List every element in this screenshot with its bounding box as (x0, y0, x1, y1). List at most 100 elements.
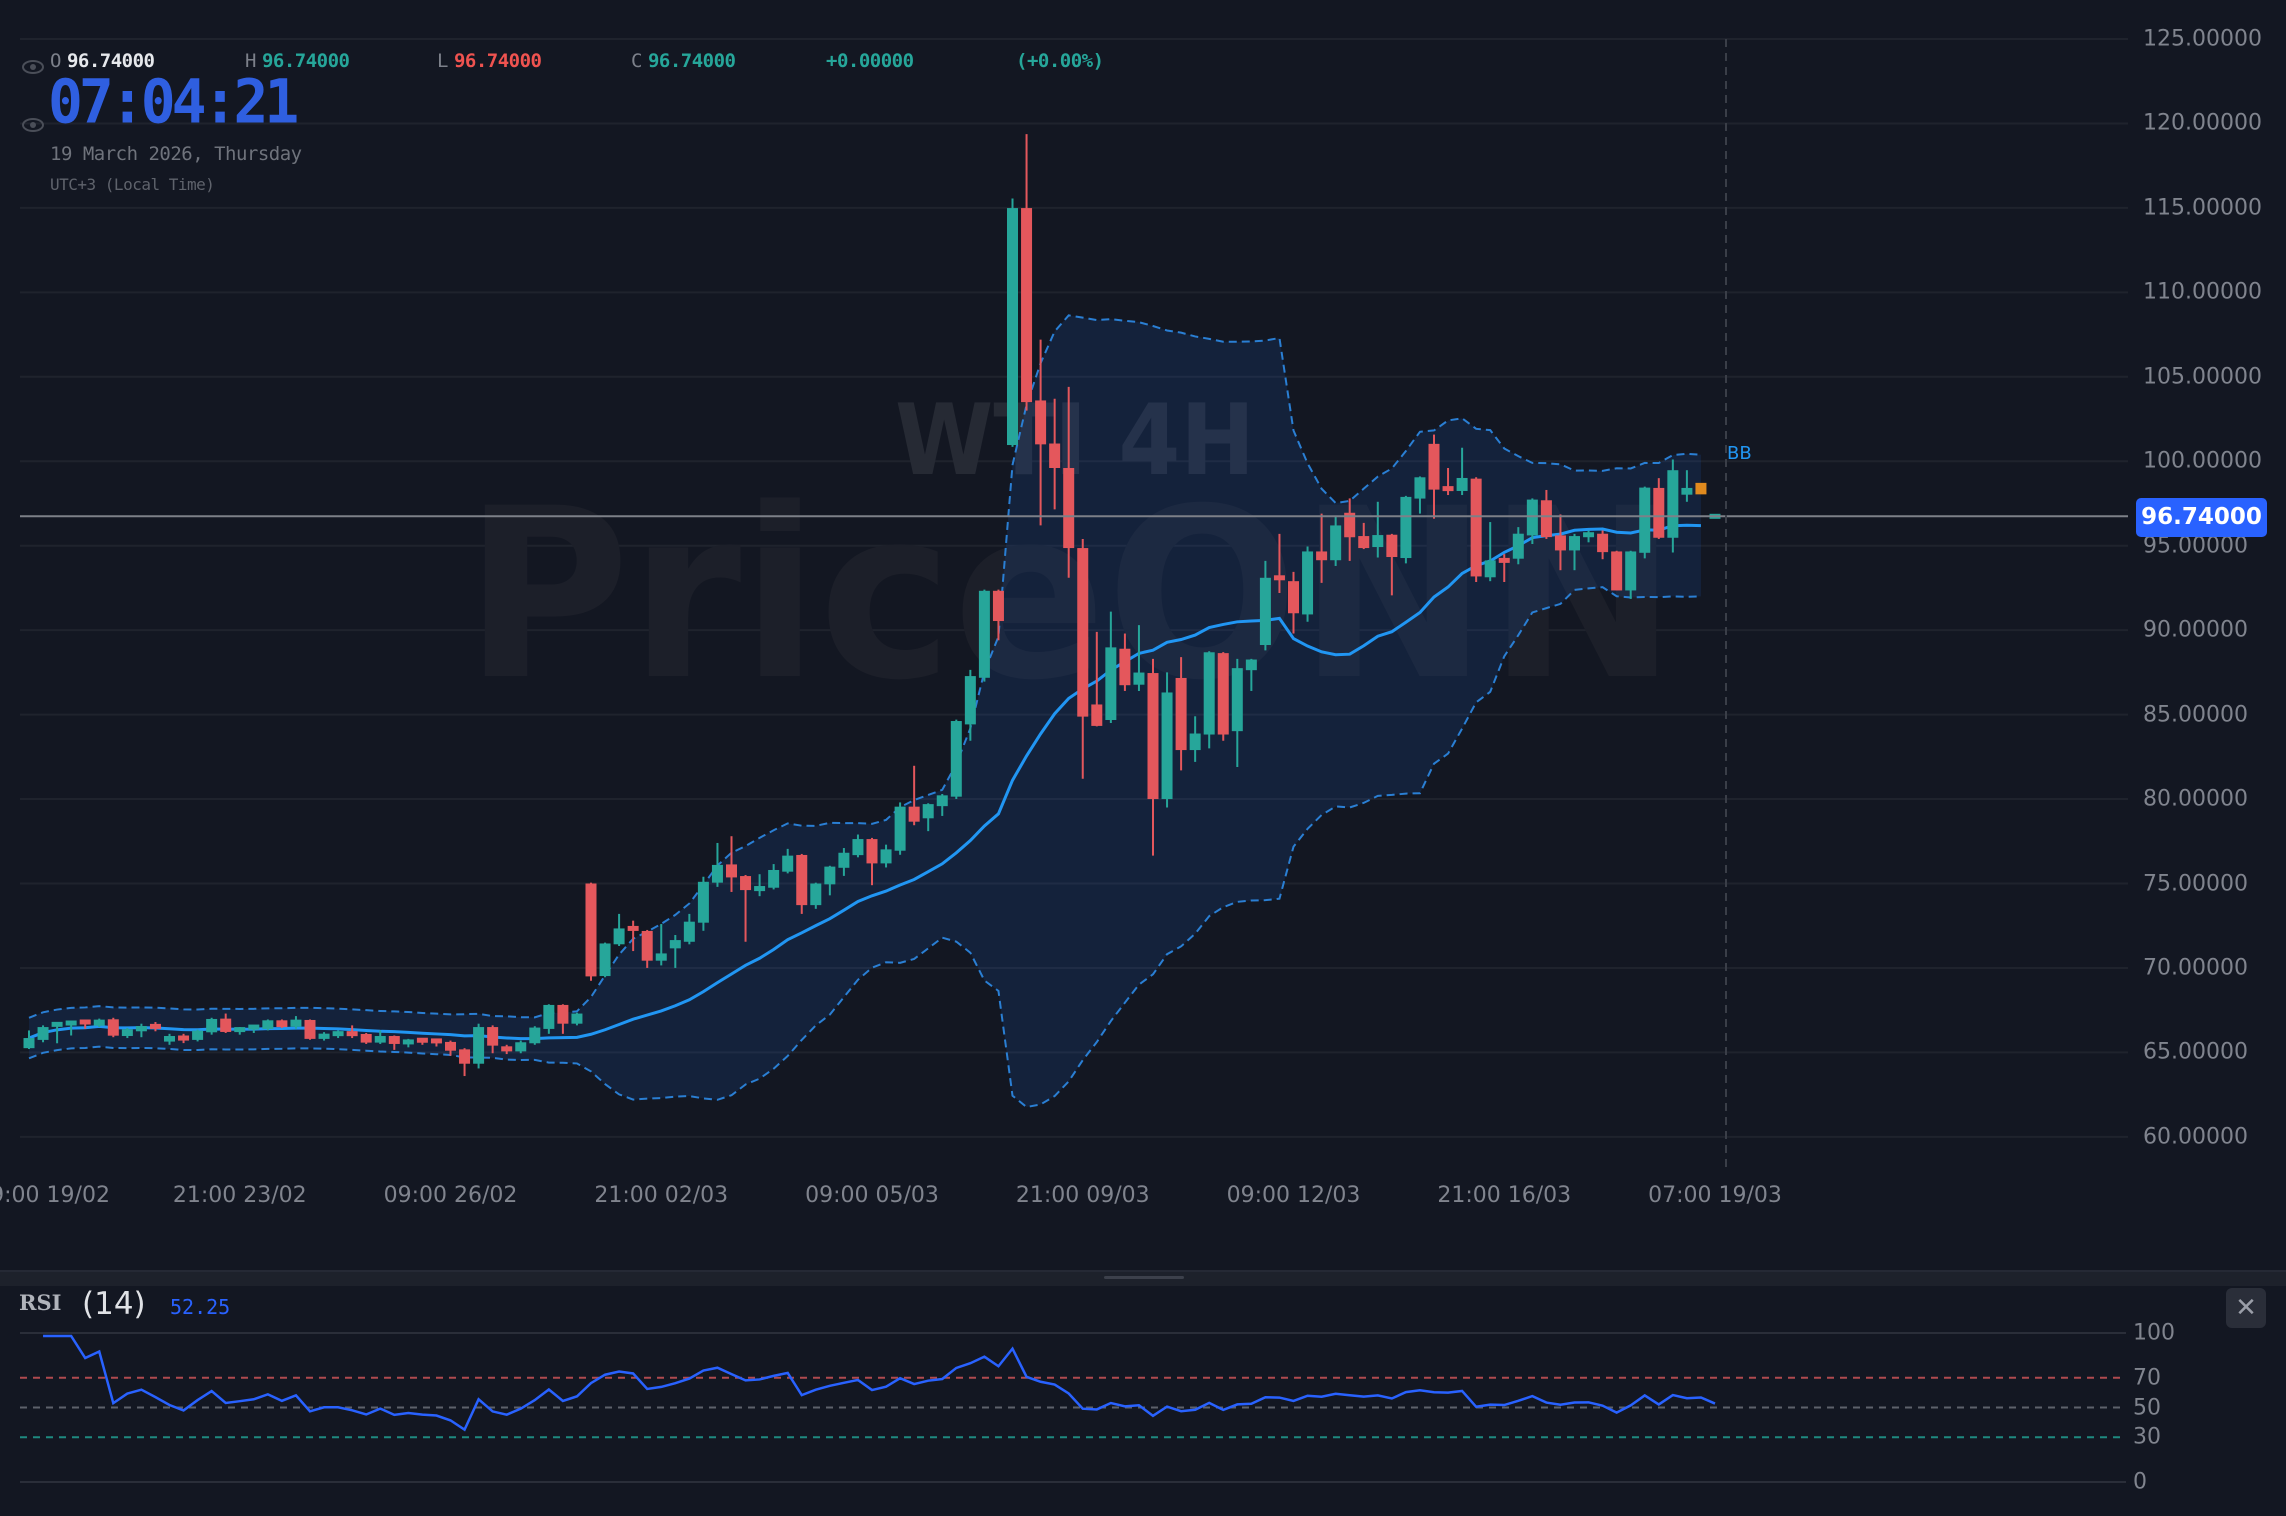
candle (445, 1040, 456, 1056)
eye-icon[interactable] (20, 116, 46, 134)
candle-body (796, 854, 808, 906)
price-tick-label: 105.00000 (2143, 364, 2262, 390)
candle (93, 1018, 105, 1028)
candle-body (445, 1041, 456, 1051)
candle-body (1625, 551, 1637, 591)
candle (1414, 476, 1426, 514)
candle (262, 1019, 274, 1031)
candle (669, 935, 681, 968)
candle-body (1639, 487, 1651, 553)
candle-body (93, 1019, 105, 1026)
candle-body (1470, 478, 1482, 577)
candle-body (65, 1020, 77, 1026)
candle-body (501, 1046, 513, 1052)
close-value: 96.74000 (647, 50, 736, 72)
clock-timezone: UTC+3 (Local Time) (50, 175, 215, 194)
candle (964, 669, 976, 741)
candle-body (866, 839, 878, 864)
crosshair-overlay (20, 39, 2128, 1170)
candle-body (459, 1049, 471, 1064)
price-tick-label: 75.00000 (2143, 871, 2248, 896)
price-tick-label: 110.00000 (2143, 279, 2262, 305)
candle-body (782, 855, 794, 872)
candle-body (1484, 560, 1496, 578)
candle-body (79, 1019, 91, 1025)
candle (1021, 134, 1033, 411)
candle (1147, 658, 1159, 856)
candle-body (1414, 477, 1426, 499)
candle (107, 1017, 119, 1038)
candles (23, 134, 1721, 1077)
candle (346, 1025, 358, 1039)
close-icon[interactable]: ✕ (2226, 1288, 2266, 1328)
candle-body (276, 1020, 288, 1028)
time-tick-label: 09:00 26/02 (383, 1183, 518, 1208)
price-tick-label: 90.00000 (2143, 617, 2248, 643)
candle-body (515, 1042, 527, 1052)
candle-body (1442, 486, 1454, 492)
candle (1456, 447, 1468, 496)
candle-body (1147, 673, 1159, 800)
candle-body (487, 1027, 499, 1046)
candle (1119, 633, 1131, 691)
bb-indicator-label[interactable]: BB (1727, 443, 1752, 464)
candle-body (1358, 536, 1370, 549)
candle-body (1217, 653, 1229, 735)
candle-body (1077, 548, 1089, 717)
candle (1695, 482, 1707, 495)
candle-body (192, 1030, 204, 1040)
candle (1442, 468, 1454, 496)
candle-body (1231, 668, 1243, 732)
price-tick-label: 85.00000 (2143, 702, 2248, 728)
candle-body (1540, 500, 1552, 538)
candle (192, 1029, 204, 1042)
candle (992, 589, 1004, 641)
candle (740, 875, 752, 942)
candle (1358, 522, 1370, 550)
candle (1498, 554, 1510, 583)
candle-body (543, 1004, 555, 1029)
candle-body (894, 806, 906, 851)
price-tick-label: 115.00000 (2143, 195, 2262, 221)
candle (1063, 386, 1075, 578)
candle-body (571, 1013, 583, 1024)
candle-body (1498, 557, 1510, 563)
legend-close: C 96.74000 (631, 50, 736, 72)
candle (1007, 198, 1018, 447)
candle (318, 1032, 330, 1041)
open-value: 96.74000 (66, 50, 155, 72)
candle-body (613, 928, 625, 945)
rsi-level-label: 50 (2133, 1395, 2161, 1420)
candle-body (950, 721, 962, 797)
candle-body (838, 852, 850, 868)
candle (683, 913, 695, 945)
candle (487, 1025, 499, 1054)
rsi-period: (14) (82, 1286, 146, 1322)
candle (51, 1021, 63, 1044)
eye-icon[interactable] (20, 58, 46, 76)
candle (416, 1037, 428, 1045)
price-tick-label: 95.00000 (2143, 533, 2248, 559)
candle (1611, 550, 1623, 591)
candle-body (1681, 487, 1693, 495)
rsi-level-label: 70 (2133, 1365, 2161, 1391)
candle-body (1049, 443, 1061, 469)
candle (697, 876, 709, 931)
legend-low: L 96.74000 (437, 50, 542, 72)
candle (79, 1019, 91, 1029)
candle-body (178, 1035, 190, 1041)
candle (248, 1024, 260, 1033)
candle (1597, 530, 1609, 560)
candle (135, 1023, 147, 1038)
rsi-level-label: 0 (2133, 1469, 2147, 1495)
candle-body (107, 1019, 119, 1036)
candle-body (318, 1033, 330, 1039)
pane-resize-handle[interactable] (1104, 1276, 1184, 1279)
candle-body (473, 1027, 485, 1064)
candle (37, 1025, 49, 1043)
candle (1667, 459, 1679, 553)
watermark-symbol: WTI 4H (895, 384, 1255, 498)
candle-body (1063, 468, 1075, 549)
candle (360, 1032, 372, 1044)
